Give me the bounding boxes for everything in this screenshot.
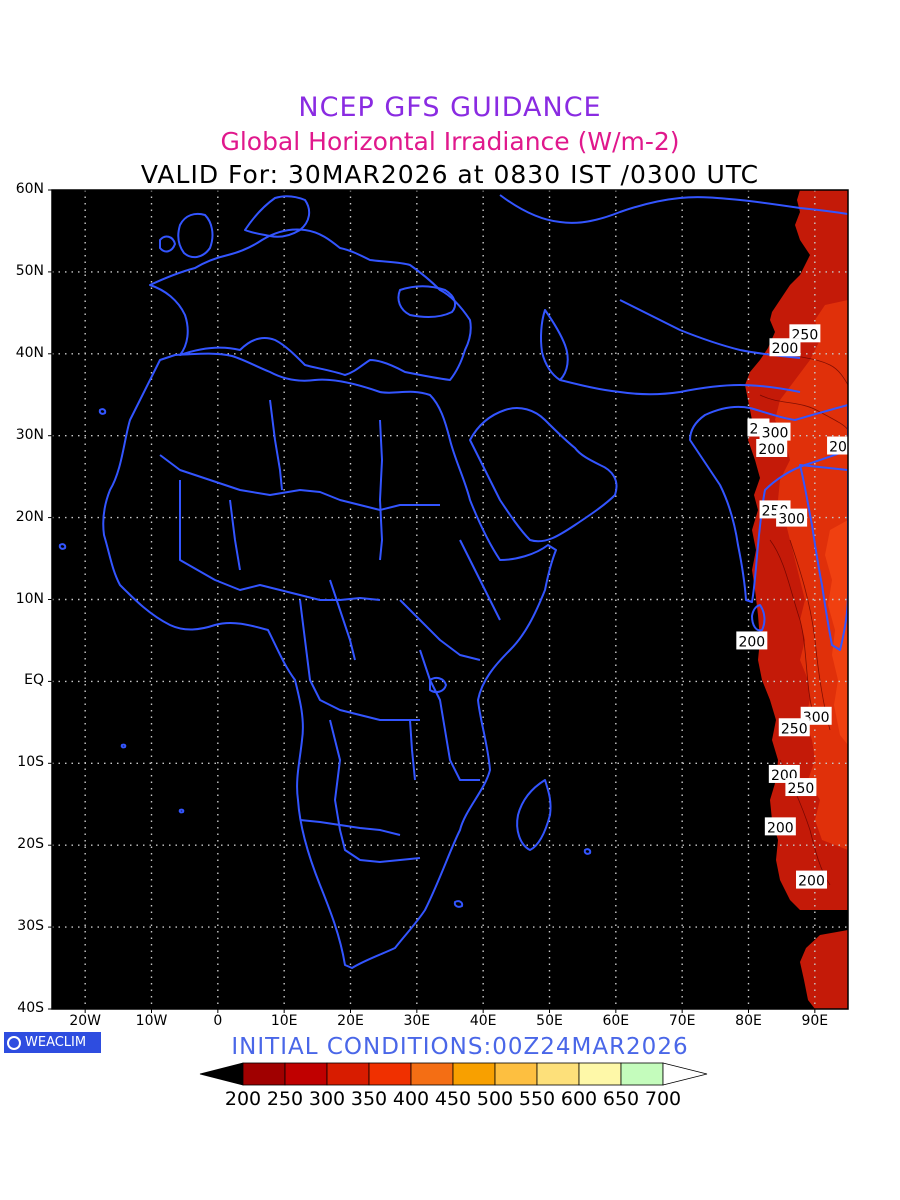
lat-label: 20N bbox=[15, 508, 44, 525]
colorbar-label: 550 bbox=[518, 1088, 556, 1110]
lon-label: 30E bbox=[403, 1013, 431, 1029]
weaclim-label: WEACLIM bbox=[25, 1035, 87, 1050]
colorbar-label: 450 bbox=[434, 1088, 472, 1110]
colorbar-label: 700 bbox=[644, 1088, 682, 1110]
colorbar-label: 250 bbox=[266, 1088, 304, 1110]
lon-label: 10E bbox=[270, 1013, 298, 1029]
colorbar-label: 650 bbox=[602, 1088, 640, 1110]
lon-label: 0 bbox=[213, 1013, 223, 1029]
contour-label: 200 bbox=[796, 870, 828, 890]
lon-label: 20W bbox=[69, 1013, 101, 1029]
contour-label: 20 bbox=[827, 436, 848, 456]
contour-label: 200 bbox=[736, 631, 768, 650]
weaclim-watermark: WEACLIM bbox=[4, 1032, 101, 1053]
title-line-2: Global Horizontal Irradiance (W/m-2) bbox=[220, 127, 680, 156]
lat-label: 40N bbox=[15, 344, 44, 361]
lat-label: 40S bbox=[17, 1000, 44, 1016]
contour-label-text: 200 bbox=[767, 820, 794, 836]
contour-label-text: 300 bbox=[762, 426, 789, 442]
contour-label: 200 bbox=[756, 438, 788, 458]
lon-label: 50E bbox=[536, 1013, 563, 1029]
axis-ticks bbox=[48, 189, 816, 1013]
lat-label: 50N bbox=[15, 262, 44, 279]
colorbar-label: 600 bbox=[560, 1088, 598, 1110]
contour-label: 250 bbox=[778, 718, 810, 737]
contour-label-text: 200 bbox=[758, 442, 785, 458]
contour-label: 200 bbox=[769, 338, 801, 357]
lat-label: 30N bbox=[15, 426, 44, 443]
colorbar-label: 200 bbox=[224, 1088, 262, 1110]
initial-conditions: INITIAL CONDITIONS:00Z24MAR2026 bbox=[231, 1034, 689, 1060]
lon-label: 40E bbox=[469, 1013, 497, 1029]
contour-label: 300 bbox=[776, 508, 808, 528]
circle-logo-icon bbox=[7, 1035, 21, 1050]
contour-label-text: 200 bbox=[772, 341, 799, 357]
contour-label-text: 20 bbox=[829, 440, 847, 456]
contour-label-text: 250 bbox=[781, 721, 808, 737]
contour-label-text: 300 bbox=[778, 512, 805, 528]
colorbar-label: 300 bbox=[308, 1088, 346, 1110]
lat-label: 60N bbox=[15, 181, 44, 197]
contour-label-text: 200 bbox=[798, 874, 825, 890]
lon-label: 10W bbox=[135, 1013, 168, 1029]
lat-label: 30S bbox=[17, 918, 44, 935]
colorbar-label: 400 bbox=[392, 1088, 430, 1110]
lon-label: 70E bbox=[668, 1013, 696, 1029]
lat-label: EQ bbox=[24, 672, 44, 689]
colorbar-label: 350 bbox=[350, 1088, 388, 1110]
lon-label: 90E bbox=[801, 1013, 829, 1029]
valid-time-line: VALID For: 30MAR2026 at 0830 IST /0300 U… bbox=[140, 160, 760, 189]
contour-label: 200 bbox=[764, 817, 796, 836]
contour-label-text: 200 bbox=[738, 634, 765, 650]
lon-label: 80E bbox=[735, 1013, 762, 1029]
lat-label: 10S bbox=[17, 754, 44, 771]
lon-label: 60E bbox=[602, 1013, 630, 1029]
contour-label: 300 bbox=[759, 422, 791, 442]
contour-label-text: 250 bbox=[788, 781, 815, 797]
lat-label: 10N bbox=[15, 590, 44, 607]
lon-label: 20E bbox=[337, 1013, 364, 1029]
coastlines-and-borders bbox=[58, 194, 848, 969]
colorbar-label: 500 bbox=[476, 1088, 514, 1110]
title-line-1: NCEP GFS GUIDANCE bbox=[298, 92, 602, 123]
lat-label: 20S bbox=[17, 836, 44, 853]
contour-label: 250 bbox=[785, 778, 817, 797]
